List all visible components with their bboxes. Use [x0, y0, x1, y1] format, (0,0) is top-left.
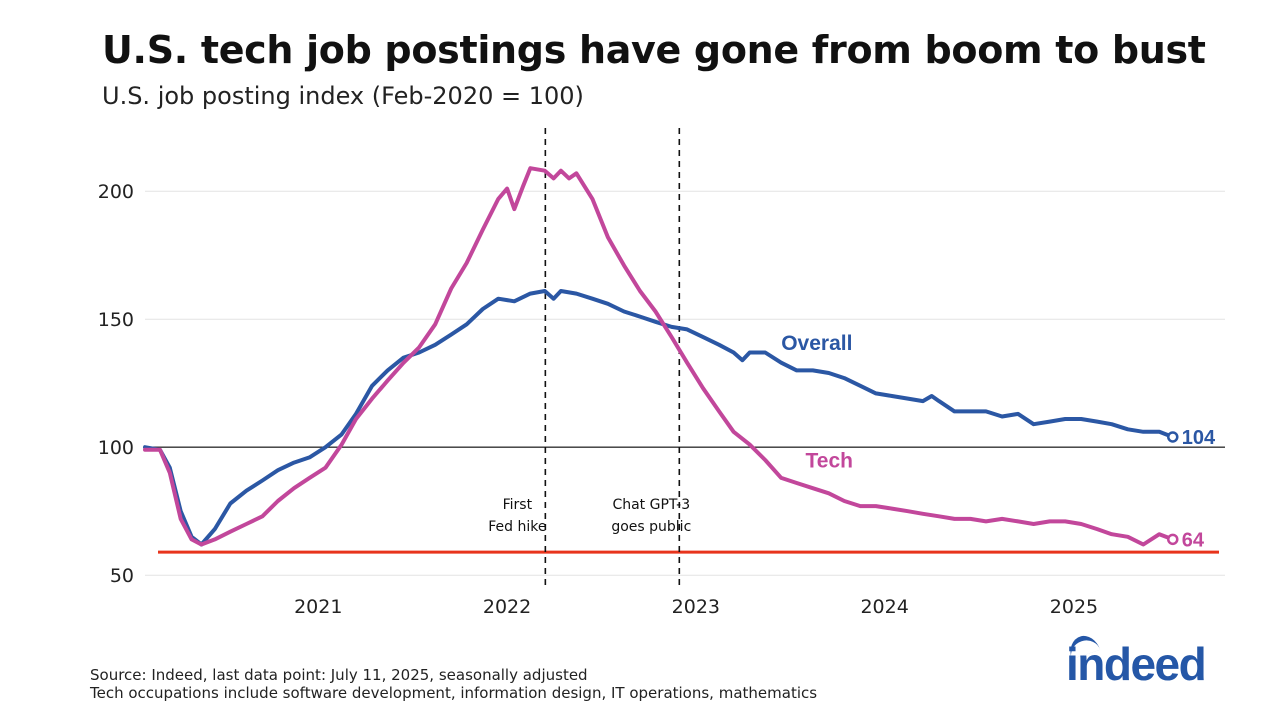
- grid-lines: [145, 190, 1225, 576]
- y-tick-label: 50: [110, 565, 134, 587]
- series-line-overall: [143, 289, 1175, 547]
- series-line-tech: [143, 166, 1175, 547]
- logo-text: indeed: [1066, 638, 1207, 690]
- footer: Source: Indeed, last data point: July 11…: [90, 666, 817, 702]
- y-tick-label: 100: [98, 437, 134, 459]
- series-lines: [143, 166, 1179, 547]
- event-label: Chat GPT-3: [612, 497, 690, 513]
- chart-labels: 50 100 150 200 2021 2022 2023 2024 2025 First Fed …: [98, 181, 1216, 618]
- source-note: Source: Indeed, last data point: July 11…: [90, 666, 588, 684]
- definition-note: Tech occupations include software develo…: [90, 684, 818, 702]
- end-value-label: 104: [1182, 427, 1216, 449]
- series-label-overall: Overall: [781, 332, 852, 355]
- chart-title: U.S. tech job postings have gone from bo…: [102, 28, 1206, 72]
- series-label-tech: Tech: [806, 450, 853, 473]
- x-tick-label: 2021: [294, 596, 342, 618]
- chart-subtitle: U.S. job posting index (Feb-2020 = 100): [102, 82, 584, 110]
- x-tick-label: 2025: [1050, 596, 1098, 618]
- indeed-logo: indeed: [1065, 631, 1207, 692]
- event-label: Fed hike: [488, 519, 546, 535]
- end-value-label: 64: [1182, 529, 1205, 551]
- x-tick-label: 2023: [672, 596, 720, 618]
- x-tick-label: 2024: [860, 596, 908, 618]
- y-tick-label: 200: [98, 181, 134, 203]
- event-label: First: [503, 497, 533, 513]
- y-tick-label: 150: [98, 309, 134, 331]
- x-tick-label: 2022: [483, 596, 531, 618]
- event-label: goes public: [611, 519, 691, 535]
- end-marker: [1167, 533, 1179, 546]
- end-marker: [1167, 431, 1179, 443]
